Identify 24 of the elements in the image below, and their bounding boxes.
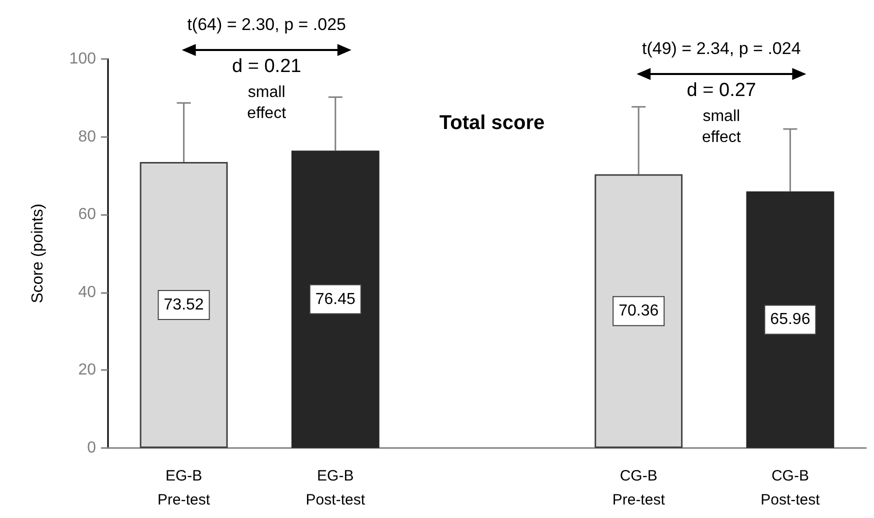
x-tick-label: EG-B Pre-test <box>158 468 211 508</box>
y-tick-label: 20 <box>78 362 96 379</box>
bar <box>594 174 683 448</box>
data-label: 65.96 <box>770 311 810 328</box>
bar <box>746 191 834 448</box>
annotation: d = 0.27 small effect <box>686 80 756 146</box>
x-tick-label: EG-B Post-test <box>306 468 366 508</box>
text: t(64) = 2.30, p = .025 <box>187 15 346 34</box>
x-tick-label: CG-B Pre-test <box>612 468 666 508</box>
y-axis-title: Score (points) <box>30 204 46 304</box>
y-tick-label: 60 <box>78 206 96 224</box>
y-tick-label: 100 <box>69 50 96 68</box>
data-label: 73.52 <box>164 296 204 314</box>
annotation: d = 0.21 small effect <box>232 56 302 122</box>
y-tick-label: 0 <box>87 440 96 456</box>
y-tick-label: 80 <box>78 128 96 146</box>
text: t(49) = 2.34, p = .024 <box>642 39 801 58</box>
y-tick-label: 40 <box>78 284 96 301</box>
data-label: 76.45 <box>315 290 356 308</box>
data-label: 70.36 <box>618 302 659 320</box>
text: Total score <box>439 112 545 134</box>
bar <box>291 150 380 448</box>
bar <box>140 162 228 448</box>
x-tick-label: CG-B Post-test <box>760 468 821 508</box>
